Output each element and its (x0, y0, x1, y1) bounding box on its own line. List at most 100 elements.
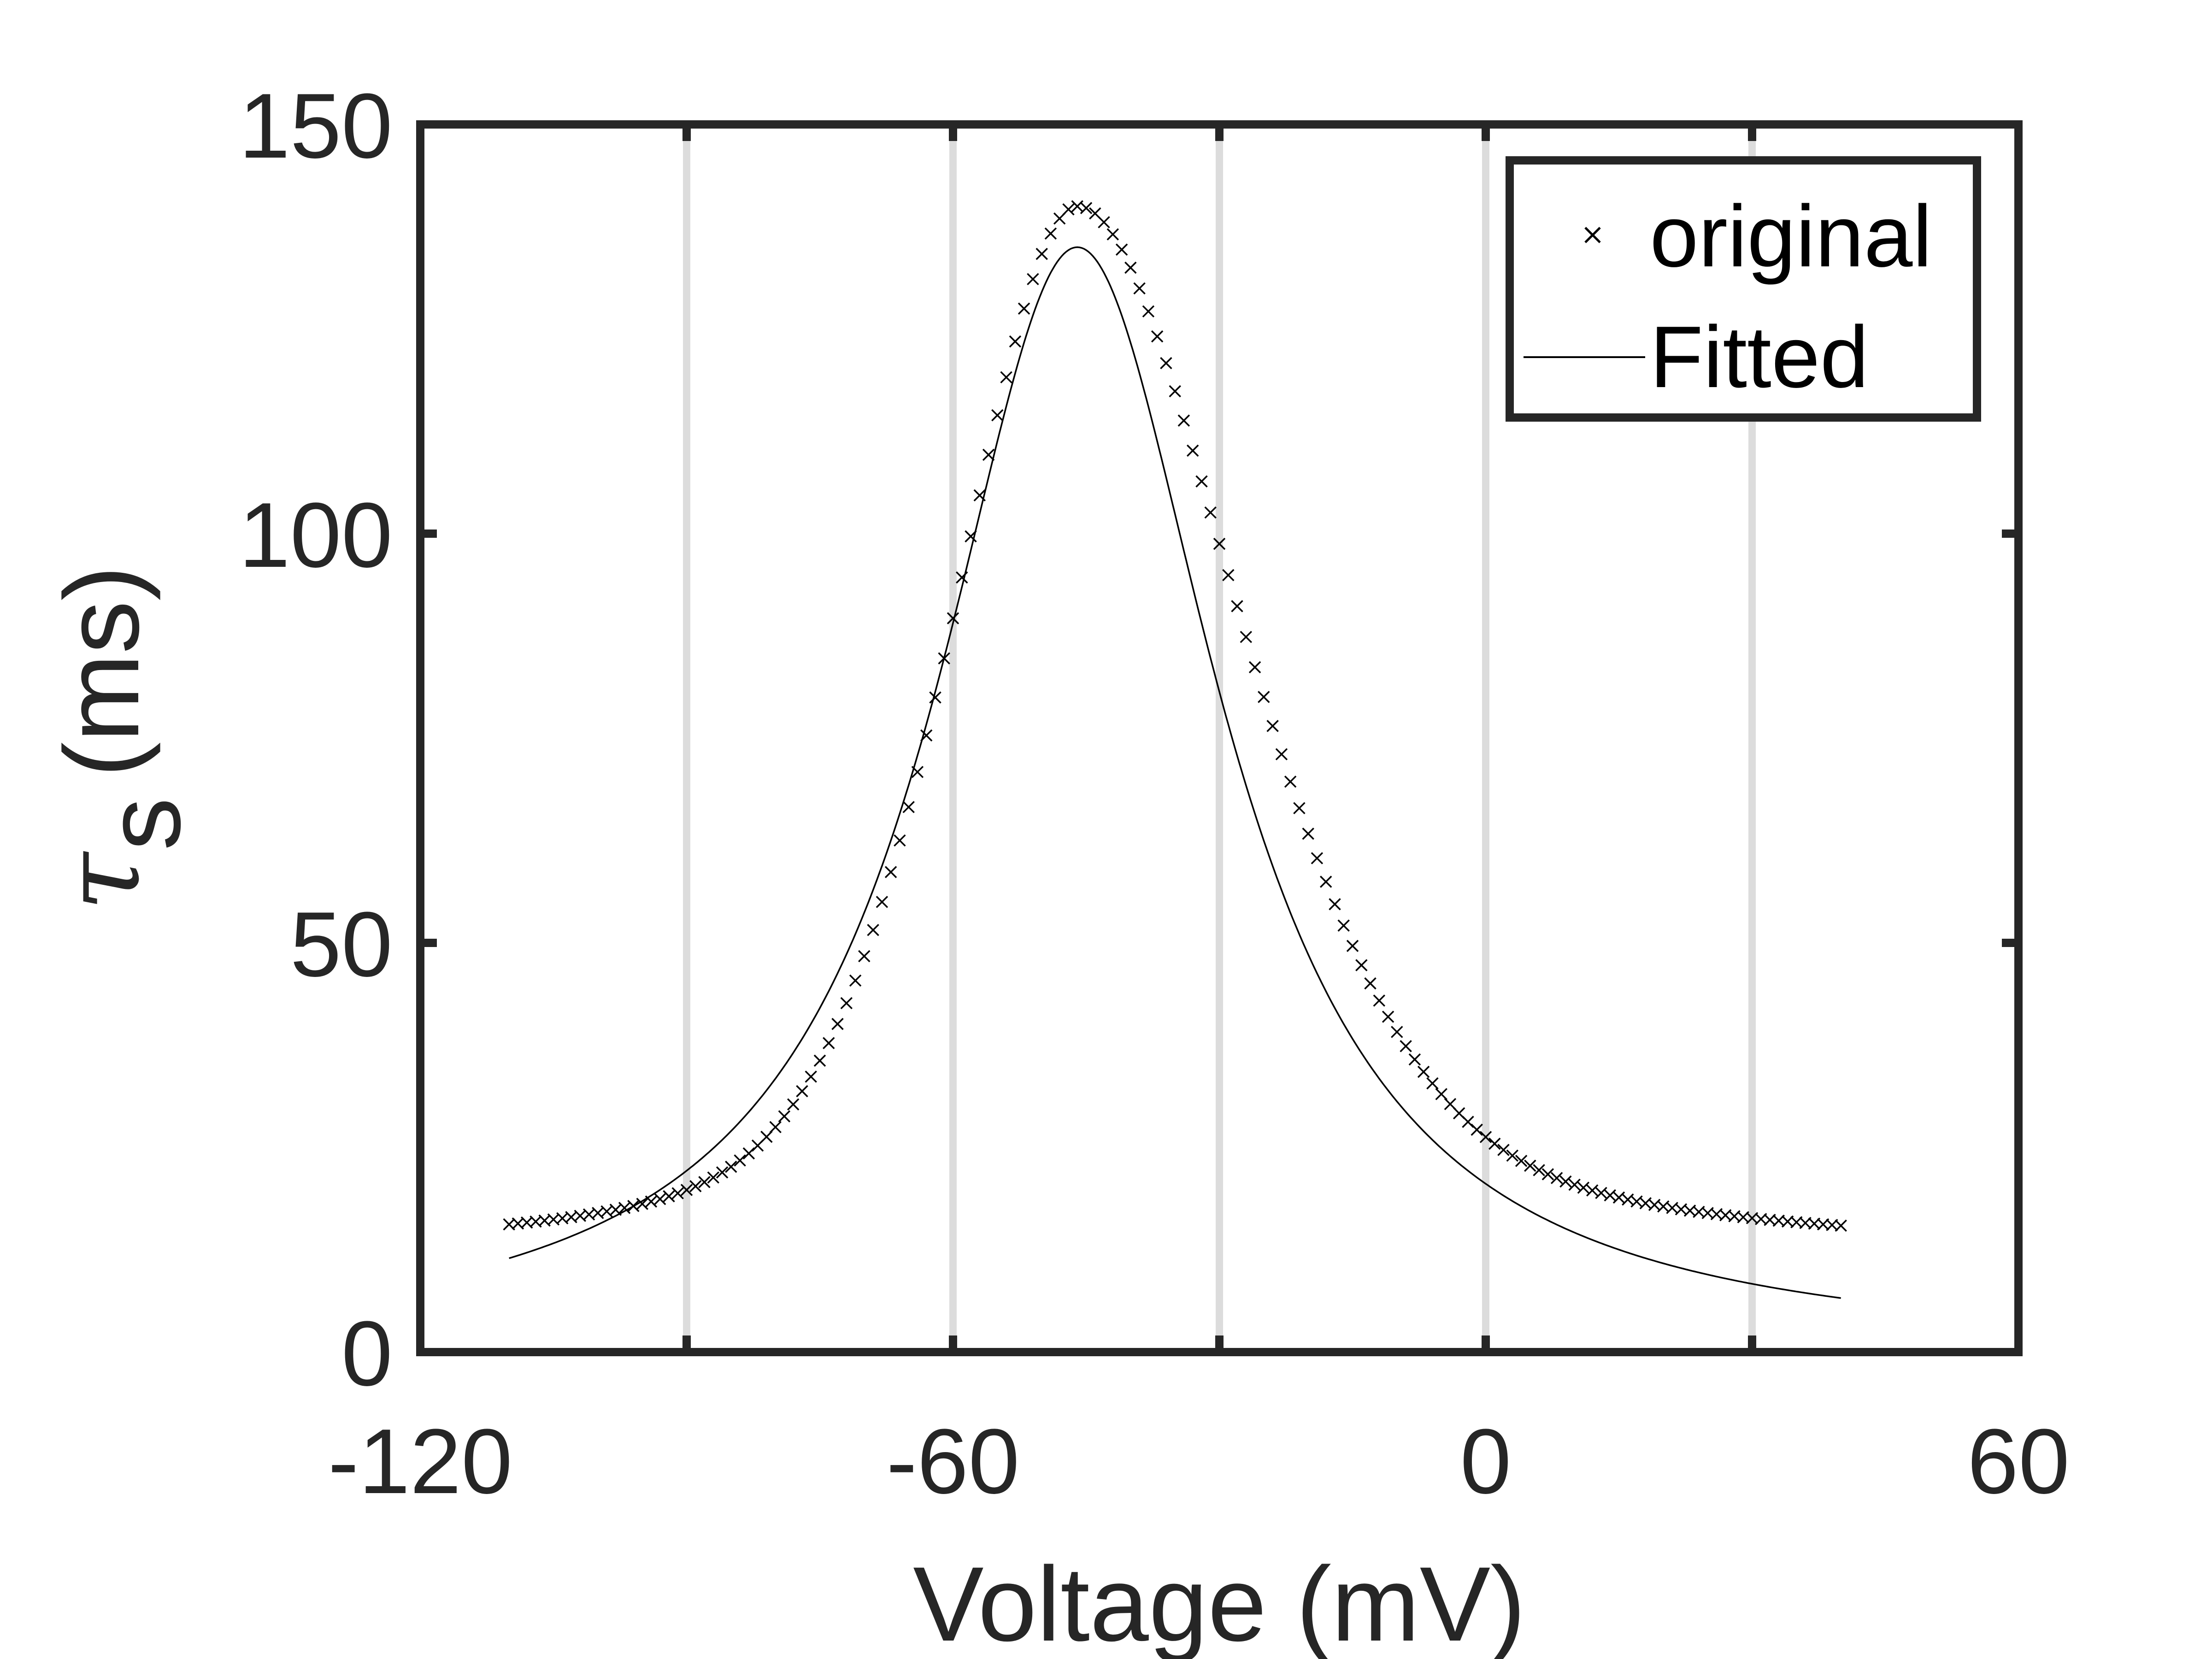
original-marker (1080, 202, 1093, 214)
original-marker (1035, 247, 1048, 260)
original-marker (1124, 261, 1137, 274)
original-marker (1027, 273, 1039, 285)
original-marker (920, 729, 933, 742)
original-marker (1550, 1172, 1563, 1184)
original-marker (938, 652, 950, 665)
original-marker (1151, 330, 1164, 343)
y-tick-label: 0 (341, 1302, 393, 1405)
original-marker (1400, 1040, 1412, 1053)
original-marker (813, 1054, 826, 1067)
original-marker (1329, 898, 1341, 911)
original-marker (1160, 357, 1172, 370)
original-marker (1435, 1088, 1447, 1100)
original-marker (1319, 876, 1332, 888)
original-marker (1373, 994, 1386, 1007)
original-marker (760, 1130, 773, 1143)
original-marker (653, 1193, 666, 1206)
original-series (503, 200, 1847, 1232)
original-marker (1355, 959, 1368, 971)
svg-text:τ s (ms): τ s (ms) (41, 565, 202, 911)
original-marker (1479, 1131, 1492, 1143)
original-marker (1337, 919, 1350, 932)
original-marker (1426, 1077, 1439, 1090)
original-marker (894, 834, 906, 847)
original-marker (1195, 475, 1208, 488)
original-marker (707, 1171, 720, 1184)
original-marker (1000, 371, 1012, 383)
original-marker (1018, 302, 1030, 315)
original-marker (1515, 1154, 1528, 1167)
original-marker (1009, 335, 1022, 348)
original-marker (716, 1166, 729, 1179)
original-marker (1231, 600, 1243, 612)
original-marker (1346, 940, 1359, 952)
original-marker (982, 448, 995, 461)
original-marker (1293, 802, 1306, 814)
original-marker (1524, 1159, 1536, 1172)
original-marker (1568, 1178, 1581, 1191)
original-marker (1506, 1149, 1519, 1162)
plot-frame (416, 120, 2023, 1356)
legend-box (1506, 156, 1981, 422)
original-marker (1408, 1053, 1421, 1066)
original-marker (1471, 1124, 1483, 1136)
original-marker (787, 1098, 800, 1111)
original-marker (956, 571, 968, 584)
x-axis-label: Voltage (mV) (913, 1545, 1525, 1659)
fitted-line (509, 246, 1841, 1299)
original-marker (1559, 1175, 1572, 1188)
original-marker (884, 866, 897, 878)
original-marker (689, 1180, 702, 1193)
original-marker (1240, 630, 1253, 643)
legend-label-fitted: Fitted (1650, 308, 1869, 406)
original-marker (1364, 977, 1377, 990)
original-marker (1115, 243, 1128, 256)
y-tick-label: 50 (290, 893, 393, 996)
original-marker (1497, 1144, 1510, 1156)
original-marker (902, 801, 915, 813)
legend-marker-original (1584, 227, 1601, 243)
grid-lines (683, 124, 1756, 1352)
original-marker (876, 895, 888, 908)
original-marker (1266, 720, 1279, 732)
original-marker (734, 1154, 746, 1167)
x-tick-label: 0 (1460, 1410, 1511, 1513)
original-marker (1417, 1065, 1430, 1078)
original-marker (1213, 537, 1226, 550)
original-marker (671, 1187, 684, 1200)
legend-label-original: original (1650, 188, 1932, 285)
y-axis-label: τ s (ms) (41, 565, 202, 911)
x-tick-label: -120 (328, 1410, 512, 1513)
original-marker (1169, 385, 1181, 398)
original-marker (1044, 227, 1057, 240)
original-marker (1835, 1219, 1847, 1232)
original-marker (1258, 691, 1270, 703)
original-marker (663, 1190, 675, 1203)
y-tick-label: 150 (239, 75, 393, 177)
original-marker (805, 1071, 817, 1083)
y-label-unit: (ms) (42, 565, 161, 777)
original-marker (823, 1037, 835, 1049)
y-tick-label: 100 (239, 484, 393, 587)
original-marker (680, 1183, 693, 1196)
original-marker (867, 924, 879, 936)
original-marker (1186, 444, 1199, 457)
original-marker (1541, 1168, 1554, 1181)
original-marker (849, 974, 862, 987)
original-marker (911, 765, 924, 778)
original-marker (1177, 414, 1190, 427)
original-marker (1222, 569, 1235, 582)
original-marker (1302, 827, 1314, 840)
original-marker (1311, 852, 1324, 865)
original-marker (965, 530, 977, 543)
original-marker (831, 1018, 844, 1030)
original-marker (1595, 1187, 1607, 1199)
original-marker (929, 691, 941, 704)
fitted-series (509, 246, 1841, 1299)
original-marker (1204, 506, 1217, 519)
original-marker (769, 1121, 782, 1134)
y-label-subscript: s (84, 798, 202, 851)
original-marker (636, 1198, 648, 1210)
original-marker (1133, 282, 1146, 295)
original-marker (698, 1176, 711, 1188)
